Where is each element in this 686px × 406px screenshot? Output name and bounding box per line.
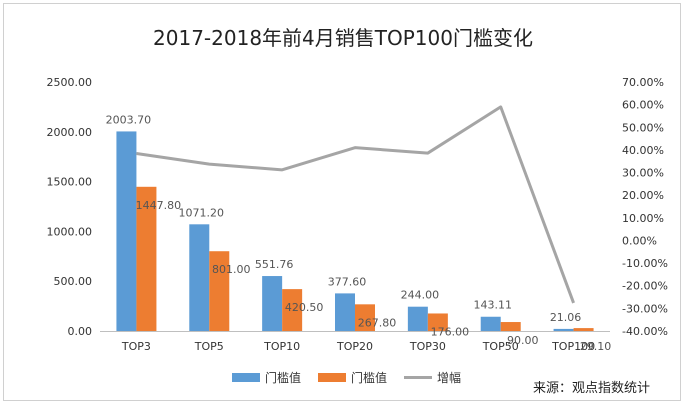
- bar-series-2: [136, 186, 157, 331]
- y-right-tick-label: 70.00%: [622, 76, 664, 89]
- legend-swatch: [232, 373, 260, 382]
- y-right-tick-label: -40.00%: [622, 325, 668, 338]
- y-left-tick-label: 1500.00: [47, 176, 93, 189]
- data-label-series-1: 21.06: [550, 311, 582, 324]
- chart-frame: 2017-2018年前4月销售TOP100门槛变化 0.00 500.00 1000…: [3, 3, 681, 401]
- y-right-tick-label: -20.00%: [622, 280, 668, 293]
- data-label-series-2: 801.00: [212, 263, 251, 276]
- y-right-tick-label: 0.00%: [622, 234, 657, 247]
- y-right-tick-label: -10.00%: [622, 257, 668, 270]
- bar-series-2: [282, 289, 303, 331]
- chart: 2017-2018年前4月销售TOP100门槛变化 0.00 500.00 1000…: [47, 26, 668, 396]
- data-label-series-2: 267.80: [358, 316, 397, 329]
- y-left-tick-label: 2000.00: [47, 126, 93, 139]
- legend: 门槛值 门槛值 增幅: [232, 370, 461, 385]
- bar-series-2: [500, 322, 521, 331]
- x-tick-label: TOP3: [121, 340, 151, 353]
- bar-series-2: [573, 328, 594, 331]
- bar-series-2: [209, 251, 230, 331]
- y-right-tick-label: 50.00%: [622, 121, 664, 134]
- bar-series-1: [335, 293, 355, 331]
- data-label-series-1: 377.60: [328, 275, 367, 288]
- line-series-growth: [136, 105, 575, 304]
- bar-series-1: [189, 224, 210, 331]
- data-label-series-1: 551.76: [255, 258, 294, 271]
- data-label-series-2: 29.10: [580, 340, 612, 353]
- legend-label: 门槛值: [265, 370, 301, 385]
- y-left-tick-label: 2500.00: [47, 76, 93, 89]
- x-tick-label: TOP5: [194, 340, 224, 353]
- bar-series-1: [262, 276, 283, 331]
- data-label-series-2: 90.00: [507, 334, 539, 347]
- legend-label: 增幅: [437, 370, 461, 385]
- y-right-tick-label: -30.00%: [622, 302, 668, 315]
- x-tick-label: TOP50: [482, 340, 519, 353]
- bars-layer: [116, 131, 594, 331]
- bar-series-2: [427, 313, 448, 331]
- legend-swatch: [318, 373, 346, 382]
- y-right-tick-label: 30.00%: [622, 167, 664, 180]
- y-right-tick-label: 60.00%: [622, 99, 664, 112]
- bar-series-1: [407, 306, 428, 331]
- y-left-tick-label: 1000.00: [47, 225, 93, 238]
- y-left-tick-label: 500.00: [54, 275, 93, 288]
- y-right-tick-label: 10.00%: [622, 212, 664, 225]
- x-tick-label: TOP20: [336, 340, 373, 353]
- y-left-tick-label: 0.00: [68, 325, 93, 338]
- axes-layer: 0.00 500.00 1000.00 1500.00 2000.00 2500.00 -4…: [47, 76, 668, 353]
- y-right-tick-label: 40.00%: [622, 144, 664, 157]
- data-label-series-1: 244.00: [401, 289, 440, 302]
- data-label-series-2: 1447.80: [136, 199, 182, 212]
- chart-title: 2017-2018年前4月销售TOP100门槛变化: [153, 26, 533, 50]
- bar-series-1: [116, 131, 137, 331]
- x-tick-label: TOP30: [409, 340, 446, 353]
- data-label-series-2: 420.50: [285, 301, 324, 314]
- source-note: 来源：观点指数统计: [533, 381, 650, 396]
- y-right-tick-label: 20.00%: [622, 189, 664, 202]
- bar-series-2: [355, 304, 375, 331]
- bar-series-1: [553, 328, 574, 331]
- data-label-series-1: 1071.20: [179, 206, 225, 219]
- data-label-series-1: 2003.70: [106, 113, 152, 126]
- x-tick-label: TOP10: [263, 340, 300, 353]
- bar-series-1: [480, 316, 501, 331]
- legend-label: 门槛值: [351, 370, 387, 385]
- line-layer: [136, 105, 575, 304]
- x-tick-label: TOP100: [551, 340, 595, 353]
- data-labels-layer: 2003.70 1071.20 551.76 377.60 244.00 143.11 21…: [106, 113, 612, 353]
- data-label-series-1: 143.11: [473, 299, 512, 312]
- data-label-series-2: 176.00: [431, 325, 470, 338]
